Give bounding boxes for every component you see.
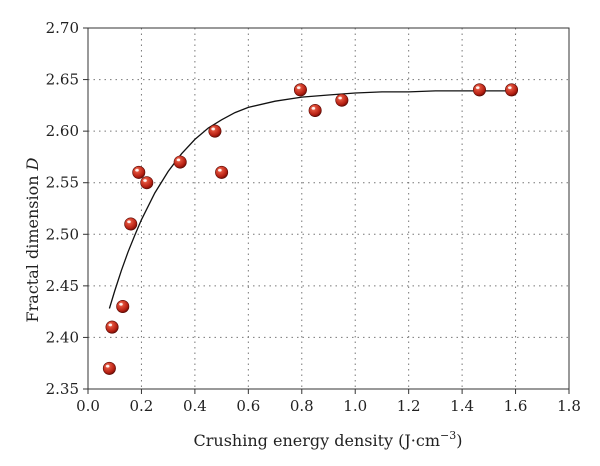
data-point <box>105 320 119 334</box>
data-point <box>505 83 519 97</box>
x-tick-label: 0.0 <box>76 397 100 415</box>
y-tick-label: 2.45 <box>46 277 79 295</box>
x-tick-label: 1.8 <box>557 397 581 415</box>
data-point <box>116 299 130 313</box>
data-point <box>472 83 486 97</box>
y-tick-label: 2.70 <box>46 19 79 37</box>
y-tick-label: 2.40 <box>46 328 79 346</box>
y-tick-label: 2.60 <box>46 122 79 140</box>
x-tick-label: 1.2 <box>397 397 421 415</box>
grid <box>88 28 569 389</box>
x-axis-title: Crushing energy density (J·cm−3) <box>194 429 463 450</box>
data-points <box>102 83 519 375</box>
y-tick-label: 2.65 <box>46 71 79 89</box>
x-tick-label: 0.8 <box>290 397 314 415</box>
data-point <box>140 176 154 190</box>
data-point <box>308 104 322 118</box>
data-point <box>102 361 116 375</box>
x-axis-ticks: 0.0 0.2 0.4 0.6 0.8 1.0 1.2 1.4 1.6 1.8 <box>76 389 581 415</box>
data-point <box>124 217 138 231</box>
fit-curve <box>108 90 516 309</box>
data-point <box>335 93 349 107</box>
x-tick-label: 1.0 <box>343 397 367 415</box>
data-point <box>215 165 229 179</box>
x-tick-label: 0.2 <box>130 397 154 415</box>
plot-frame <box>87 27 570 390</box>
x-tick-label: 0.6 <box>236 397 260 415</box>
x-tick-label: 1.4 <box>450 397 474 415</box>
y-tick-label: 2.35 <box>46 380 79 398</box>
y-tick-label: 2.50 <box>46 225 79 243</box>
x-tick-label: 0.4 <box>183 397 207 415</box>
data-point <box>173 155 187 169</box>
y-axis-title: Fractal dimension D <box>23 157 42 322</box>
y-tick-label: 2.55 <box>46 174 79 192</box>
data-point <box>132 165 146 179</box>
data-point <box>293 83 307 97</box>
y-axis-ticks: 2.35 2.40 2.45 2.50 2.55 2.60 2.65 2.70 <box>46 19 88 398</box>
x-tick-label: 1.6 <box>504 397 528 415</box>
data-point <box>208 124 222 138</box>
